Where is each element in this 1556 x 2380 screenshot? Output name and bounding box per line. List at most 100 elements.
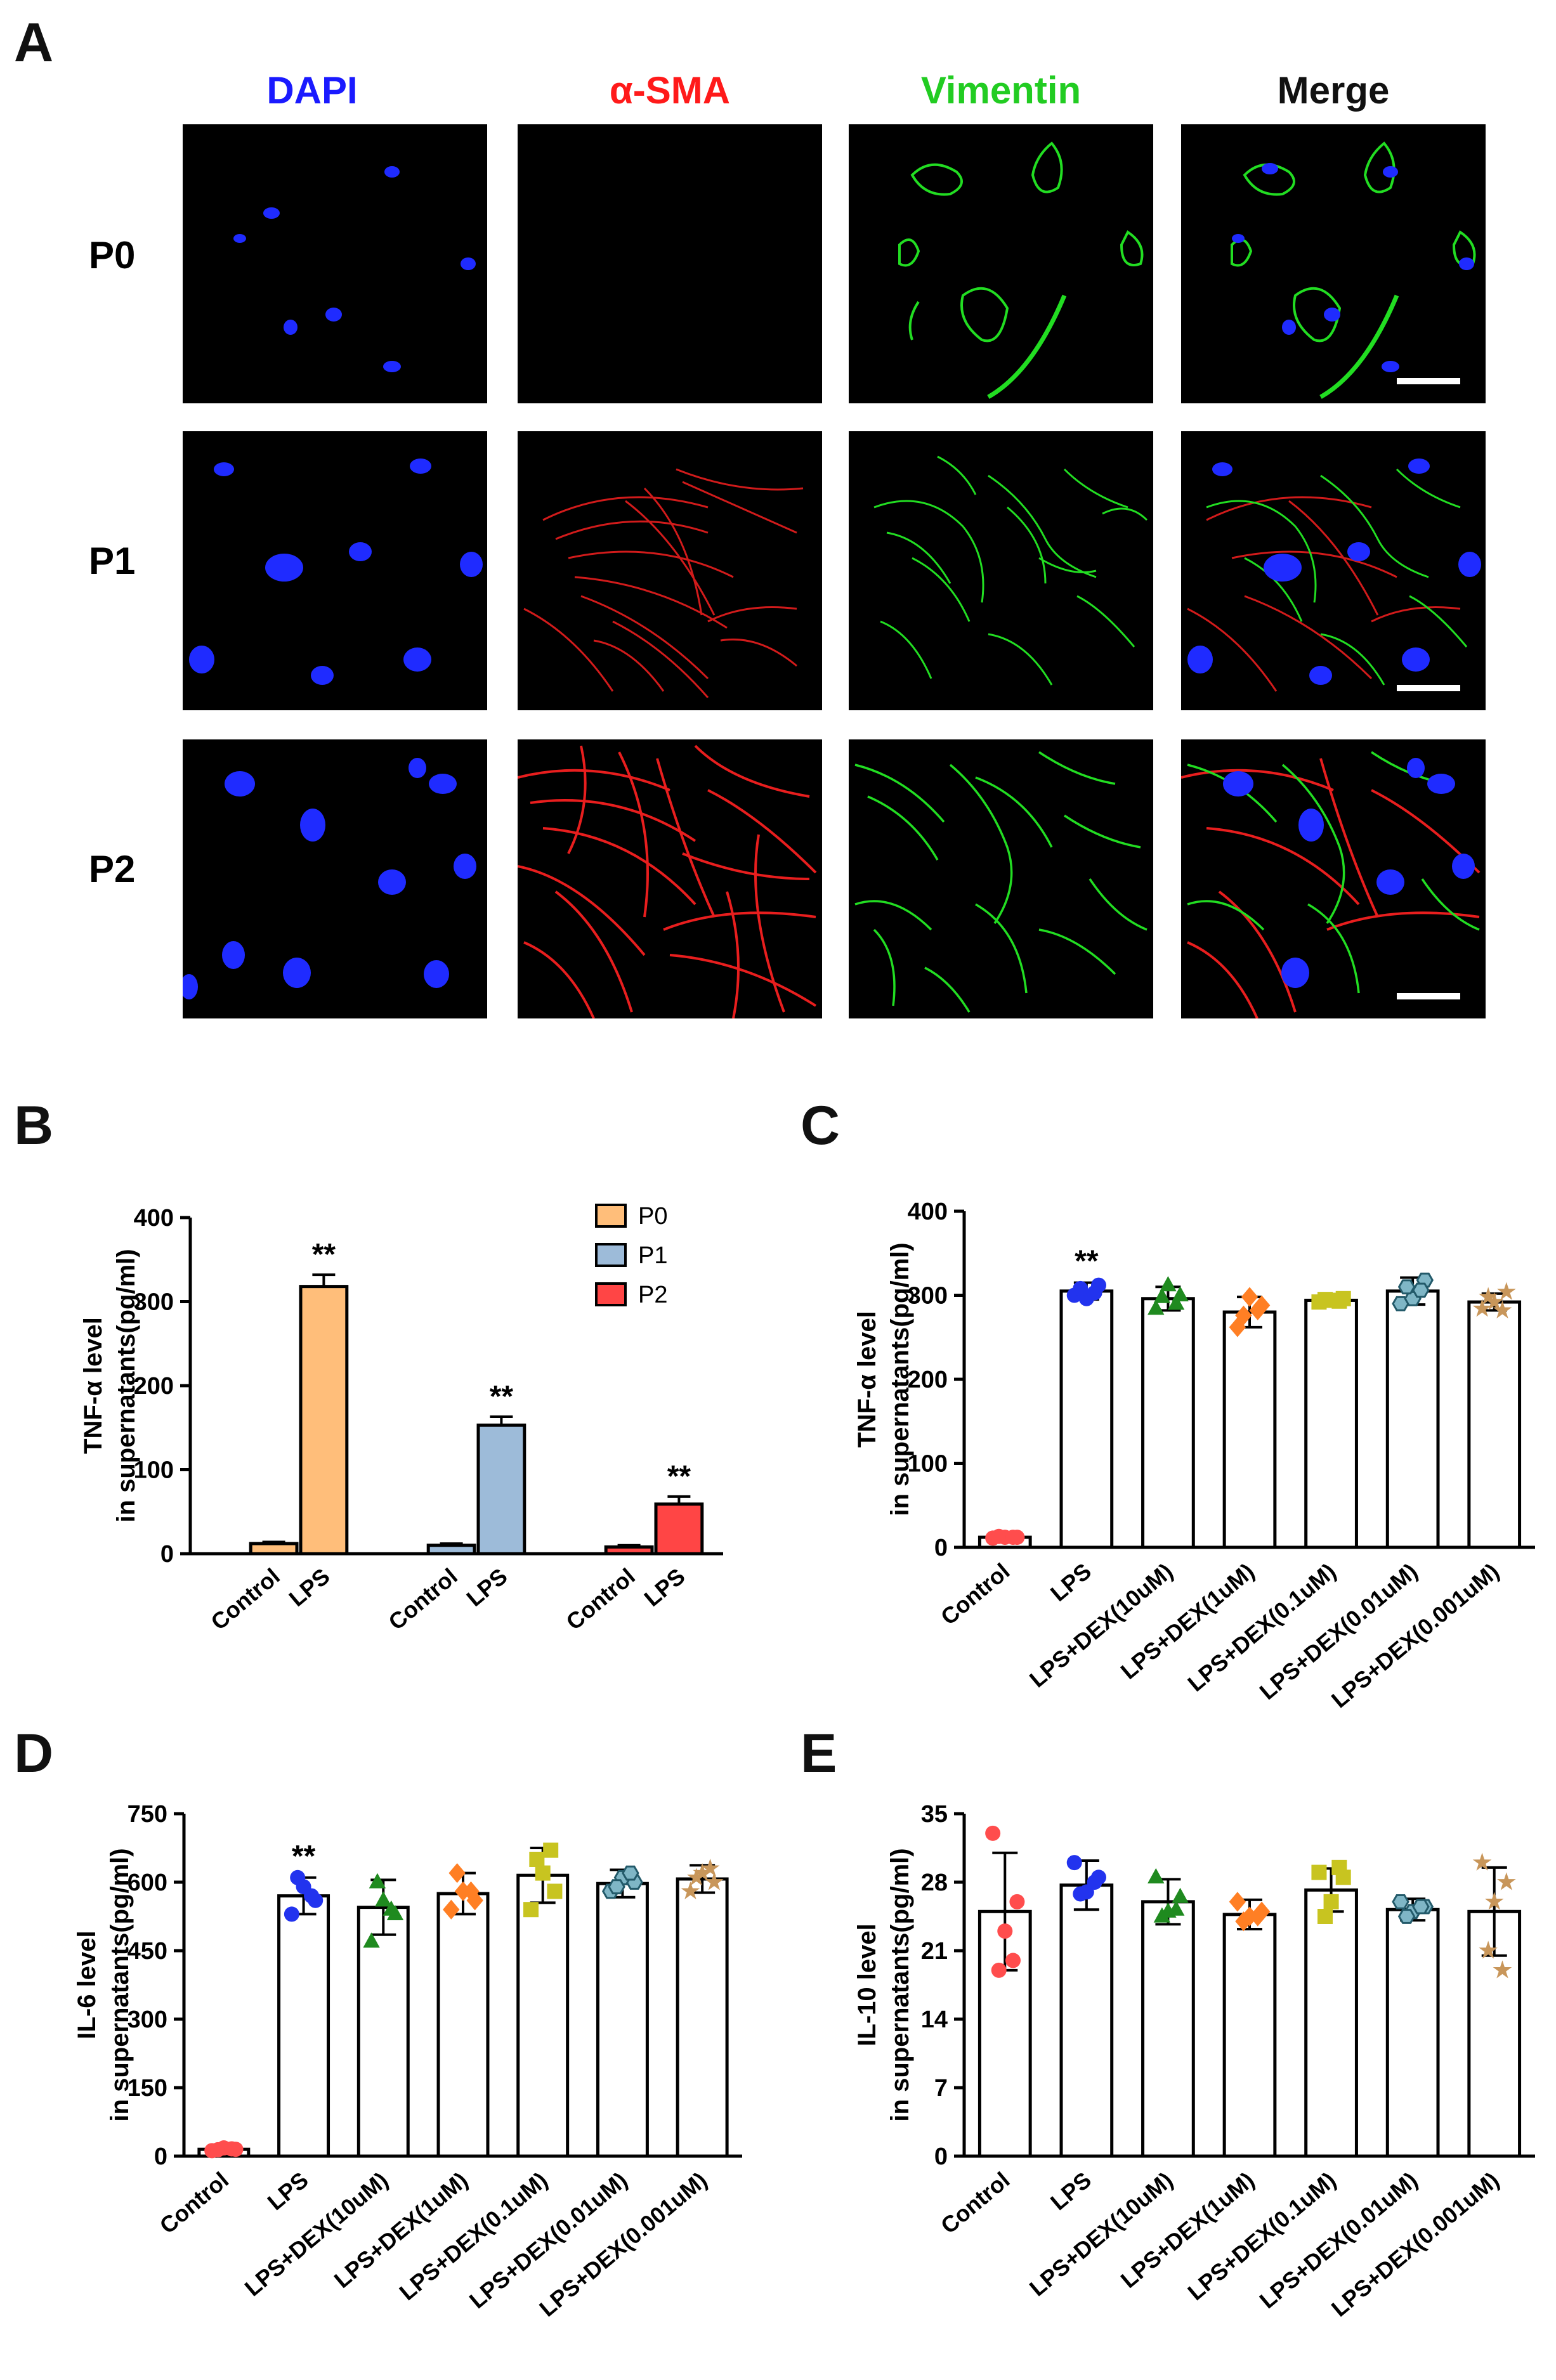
micrograph-p0-vimentin	[849, 124, 1153, 403]
data-point-e-3-0	[1229, 1892, 1246, 1912]
data-point-e-6-1	[1497, 1872, 1516, 1890]
micrograph-p1-dapi	[183, 431, 487, 710]
x-tick-label-d-3: LPS+DEX(1uM)	[329, 2167, 473, 2293]
bar-b-0-1	[299, 1285, 349, 1556]
column-label-dapi: DAPI	[266, 69, 358, 112]
data-point-e-4-4	[1331, 1859, 1347, 1875]
x-tick-label-e-4: LPS+DEX(0.1uM)	[1182, 2167, 1340, 2305]
y-tick-label-c-4: 400	[908, 1199, 948, 1225]
data-point-c-6-3	[1479, 1287, 1498, 1305]
panel-letter-e: E	[801, 1723, 837, 1784]
y-axis-label-e: IL-10 level in supernatants(pg/ml)	[853, 1848, 914, 2121]
bar-d-5	[596, 1882, 649, 2158]
chart-d-il6-dex: 0 150 300 450 600 750 IL-6 level in supernatant…	[0, 1782, 761, 2353]
legend-label-b-0: P0	[638, 1203, 667, 1230]
x-tick-label-c-1: LPS	[1045, 1558, 1096, 1606]
data-point-d-2-3	[369, 1873, 386, 1889]
data-point-d-6-4	[700, 1858, 720, 1877]
x-tick-label-e-0: Control	[936, 2167, 1014, 2239]
data-point-c-5-4	[1412, 1282, 1430, 1298]
significance-label-c-1: **	[1075, 1245, 1099, 1278]
bar-d-1	[277, 1894, 330, 2158]
data-point-c-5-0	[1392, 1296, 1409, 1311]
data-point-d-6-0	[681, 1881, 700, 1900]
y-tick-label-d-1: 150	[127, 2075, 167, 2102]
y-tick-label-e-3: 21	[921, 1938, 948, 1965]
y-tick-label-d-0: 0	[154, 2143, 167, 2170]
data-point-e-6-3	[1479, 1941, 1498, 1959]
bar-c-4	[1304, 1298, 1358, 1549]
data-point-e-5-4	[1412, 1899, 1430, 1915]
micrograph-p0-merge	[1181, 124, 1486, 403]
micrograph-p1-vimentin	[849, 431, 1153, 710]
bar-b-2-1	[654, 1502, 704, 1556]
legend-swatch-b-2	[595, 1282, 627, 1306]
data-point-e-4-2	[1323, 1894, 1339, 1909]
micrograph-p2-asma	[518, 739, 822, 1018]
data-point-e-2-0	[1147, 1868, 1165, 1883]
y-tick-label-e-4: 28	[921, 1870, 948, 1896]
significance-label-d-1: **	[292, 1840, 316, 1873]
bar-b-0-0	[249, 1542, 299, 1556]
y-tick-label-d-4: 600	[127, 1870, 167, 1896]
data-point-d-2-0	[363, 1932, 380, 1948]
x-tick-label-e-2: LPS+DEX(10uM)	[1024, 2167, 1178, 2301]
data-point-d-1-4	[304, 1888, 320, 1904]
y-axis-label-d: IL-6 level in supernatants(pg/ml)	[73, 1848, 134, 2121]
bar-e-1	[1059, 1883, 1114, 2158]
data-point-c-6-2	[1484, 1292, 1504, 1310]
x-tick-label-b-2-1: LPS	[639, 1563, 690, 1611]
data-point-d-4-2	[535, 1865, 551, 1881]
data-point-d-6-3	[686, 1868, 706, 1886]
data-point-d-3-0	[443, 1899, 460, 1920]
data-point-d-2-4	[382, 1900, 400, 1916]
data-point-d-1-3	[290, 1870, 306, 1885]
data-point-d-3-1	[466, 1890, 483, 1911]
data-point-c-0-3	[991, 1528, 1007, 1544]
data-point-c-3-3	[1235, 1305, 1252, 1325]
x-tick-label-b-1-0: Control	[383, 1563, 462, 1635]
bar-b-1-0	[426, 1544, 476, 1556]
data-point-e-0-0	[985, 1825, 1001, 1841]
bar-c-3	[1222, 1310, 1277, 1549]
bar-b-2-0	[604, 1545, 654, 1556]
x-tick-label-c-3: LPS+DEX(1uM)	[1116, 1558, 1259, 1684]
x-tick-label-d-2: LPS+DEX(10uM)	[240, 2167, 393, 2301]
legend-swatch-b-1	[595, 1243, 627, 1267]
data-point-e-1-3	[1073, 1886, 1089, 1902]
data-point-c-1-4	[1087, 1285, 1102, 1301]
data-point-d-1-0	[284, 1906, 299, 1922]
panel-letter-b: B	[14, 1095, 54, 1156]
y-axis-label-line-b-1: in supernatants(pg/ml)	[112, 1249, 140, 1522]
column-label-asma: α-SMA	[609, 69, 731, 112]
y-axis-label-line-e-1: in supernatants(pg/ml)	[886, 1848, 914, 2121]
panel-letter-a: A	[14, 12, 54, 73]
data-point-e-2-4	[1167, 1900, 1185, 1916]
data-point-e-1-0	[1066, 1855, 1082, 1871]
bar-c-1	[1059, 1289, 1114, 1549]
data-point-c-5-3	[1397, 1279, 1416, 1295]
x-tick-label-d-4: LPS+DEX(0.1uM)	[395, 2167, 552, 2305]
data-point-d-3-3	[448, 1863, 466, 1883]
data-point-c-3-4	[1249, 1300, 1266, 1320]
y-tick-label-e-0: 0	[934, 2143, 948, 2170]
data-point-e-1-4	[1087, 1875, 1102, 1890]
data-point-d-6-1	[705, 1872, 724, 1890]
data-point-d-4-3	[529, 1852, 545, 1867]
data-point-c-2-3	[1153, 1287, 1171, 1303]
data-point-e-4-0	[1311, 1864, 1327, 1880]
data-point-e-4-3	[1317, 1909, 1333, 1924]
data-point-e-0-1	[1009, 1894, 1025, 1909]
y-axis-label-c: TNF-α level in supernatants(pg/ml)	[853, 1242, 914, 1516]
data-point-d-4-1	[547, 1883, 563, 1899]
column-label-merge: Merge	[1277, 69, 1390, 112]
y-tick-label-d-3: 450	[127, 1938, 167, 1965]
data-point-c-2-0	[1147, 1299, 1165, 1315]
y-tick-label-b-0: 0	[160, 1541, 174, 1568]
data-point-d-5-3	[608, 1879, 625, 1895]
x-tick-label-d-0: Control	[155, 2167, 233, 2239]
x-tick-label-c-0: Control	[936, 1558, 1014, 1630]
data-point-e-2-3	[1153, 1907, 1171, 1923]
data-point-c-2-4	[1167, 1294, 1185, 1310]
data-point-c-2-2	[1160, 1276, 1177, 1292]
